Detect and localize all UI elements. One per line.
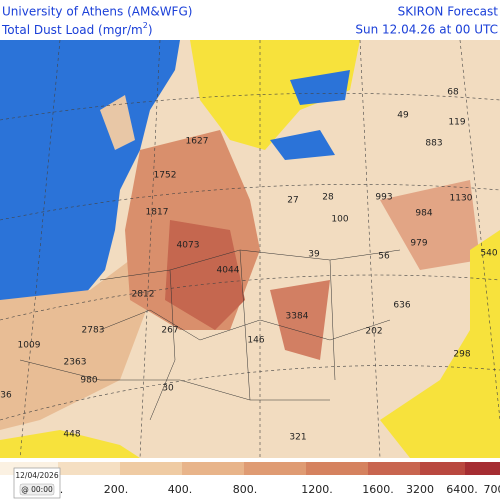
value-label: 883 — [425, 139, 442, 149]
value-label: 2812 — [132, 290, 155, 300]
value-label: 3384 — [286, 312, 309, 322]
value-label: 146 — [247, 336, 264, 346]
value-label: 984 — [415, 209, 432, 219]
colorbar-label: 6400. — [446, 483, 478, 496]
timestamp-time: @ 00:00 — [21, 485, 53, 494]
value-label: 1627 — [186, 137, 209, 147]
colorbar-segment — [182, 462, 244, 475]
value-label: 30 — [162, 384, 174, 394]
value-label: 100 — [331, 215, 348, 225]
value-label: 4044 — [217, 266, 240, 276]
valid-time: Sun 12.04.26 at 00 UTC — [355, 23, 498, 37]
value-label: 39 — [308, 250, 320, 260]
value-label: 267 — [161, 326, 178, 336]
colorbar-label: 400. — [168, 483, 193, 496]
value-label: 56 — [378, 252, 390, 262]
value-label: 298 — [453, 350, 470, 360]
value-label: 2363 — [64, 358, 87, 368]
colorbar-segment — [58, 462, 120, 475]
colorbar-segment — [420, 462, 465, 475]
colorbar-label: 700 — [484, 483, 500, 496]
colorbar-label: 1200. — [301, 483, 333, 496]
value-label: 2783 — [82, 326, 105, 336]
colorbar-segment — [244, 462, 306, 475]
institution: University of Athens (AM&WFG) — [2, 5, 192, 19]
colorbar-segment — [120, 462, 182, 475]
value-label: 49 — [397, 111, 409, 121]
colorbar — [0, 462, 500, 475]
value-label: 1817 — [146, 208, 169, 218]
colorbar-label: 800. — [233, 483, 258, 496]
colorbar-segment — [368, 462, 420, 475]
value-label: 4073 — [177, 241, 200, 251]
value-label: 980 — [80, 376, 97, 386]
colorbar-segment — [465, 462, 500, 475]
colorbar-label: 3200 — [406, 483, 434, 496]
product-end: ) — [148, 23, 153, 37]
value-label: 202 — [365, 327, 382, 337]
value-label: 1130 — [450, 194, 473, 204]
value-label: 119 — [448, 118, 465, 128]
colorbar-label: 1600. — [362, 483, 394, 496]
value-label: 993 — [375, 193, 392, 203]
value-label: 448 — [63, 430, 80, 440]
model: SKIRON Forecast — [398, 5, 499, 19]
value-label: 36 — [0, 391, 12, 401]
map: 1627 1752 1817 4073 4044 2812 2783 267 3… — [0, 40, 500, 458]
colorbar-label: 200. — [104, 483, 129, 496]
value-label: 28 — [322, 193, 334, 203]
colorbar-segment — [306, 462, 368, 475]
product-text: Total Dust Load (mgr/m — [1, 23, 143, 37]
value-label: 636 — [393, 301, 410, 311]
value-label: 979 — [410, 239, 427, 249]
value-label: 1752 — [154, 171, 177, 181]
value-label: 540 — [480, 249, 497, 259]
value-label: 68 — [447, 88, 459, 98]
value-label: 27 — [287, 196, 298, 206]
value-label: 1009 — [18, 341, 41, 351]
value-label: 321 — [289, 433, 306, 443]
product: Total Dust Load (mgr/m2) — [1, 21, 153, 37]
timestamp-date: 12/04/2026 — [15, 471, 58, 480]
